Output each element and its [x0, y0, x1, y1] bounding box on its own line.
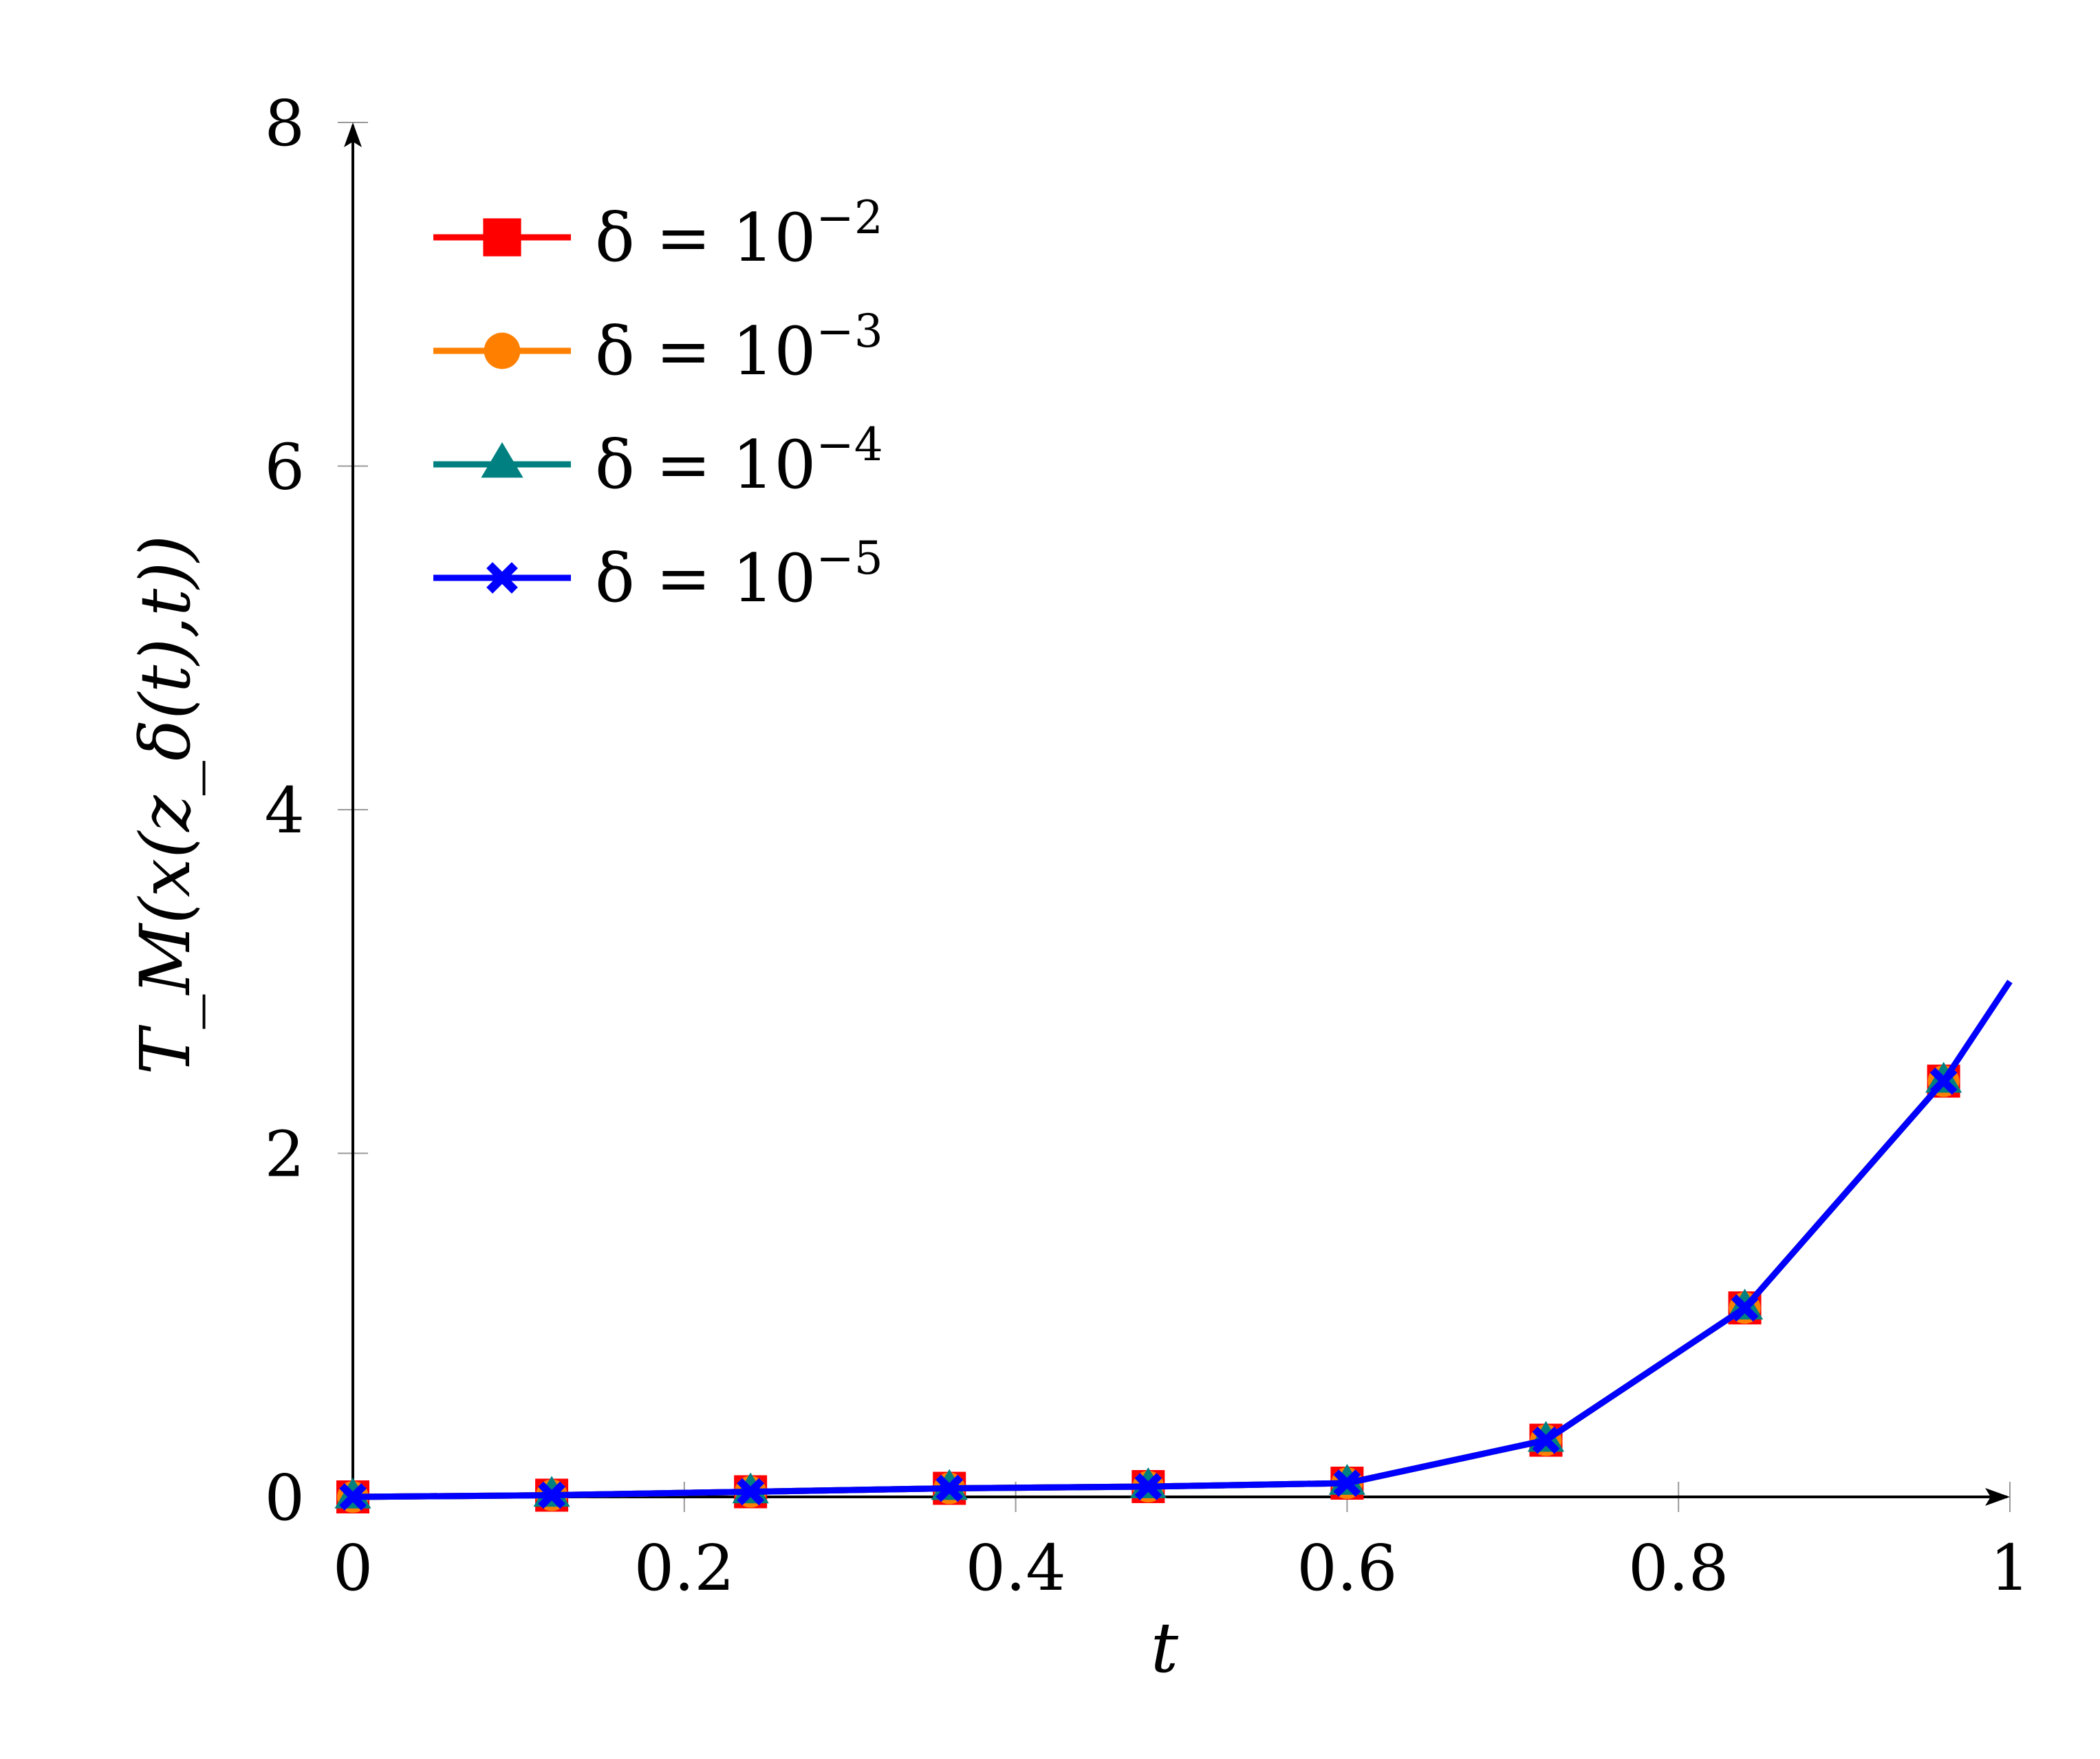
x-marker	[935, 1474, 964, 1502]
x-tick-label: 0	[333, 1531, 374, 1605]
legend-label: δ = 10−3	[595, 305, 883, 390]
x-tick-label: 0.2	[634, 1531, 735, 1605]
y-tick-label: 2	[264, 1118, 305, 1191]
series-line	[352, 1079, 1947, 1500]
y-tick-label: 4	[264, 774, 305, 848]
legend-label: δ = 10−5	[595, 532, 883, 617]
x-marker	[737, 1478, 765, 1506]
series-line	[352, 1079, 1947, 1500]
x-tick-label: 1	[1990, 1531, 2031, 1605]
svg-text:T_M(x(z_δ(t),t)): T_M(x(z_δ(t),t))	[125, 535, 206, 1075]
x-marker	[1333, 1469, 1361, 1497]
x-axis-arrowhead	[1985, 1488, 2010, 1506]
legend-item: δ = 10−4	[433, 418, 883, 504]
legend-item: δ = 10−3	[433, 305, 883, 390]
square-marker	[483, 218, 521, 257]
legend-item: δ = 10−2	[433, 191, 883, 277]
legend: δ = 10−2 δ = 10−3 δ = 10−4 δ = 10−5	[433, 191, 883, 617]
series-4	[339, 980, 2013, 1511]
y-tick-label: 6	[264, 431, 305, 504]
legend-label: δ = 10−2	[595, 191, 883, 277]
series-line	[352, 980, 2013, 1500]
y-axis-label-text: T_M(x(z_δ(t),t))	[125, 535, 206, 1075]
x-tick-label: 0.6	[1297, 1531, 1397, 1605]
legend-label: δ = 10−4	[595, 418, 883, 504]
x-marker	[1134, 1473, 1162, 1500]
y-axis-arrowhead	[344, 122, 362, 147]
tick-labels: 0 0.2 0.4 0.6 0.8 1 0 2 4 6 8	[264, 87, 2030, 1605]
series-2	[337, 1065, 1960, 1513]
x-marker	[339, 1483, 367, 1511]
series-line	[352, 1079, 1947, 1500]
x-marker	[538, 1481, 565, 1509]
x-marker	[1731, 1294, 1759, 1322]
series-3	[334, 1061, 1962, 1509]
legend-item: δ = 10−5	[433, 532, 883, 617]
y-tick-label: 0	[264, 1461, 305, 1535]
y-axis-label: T_M(x(z_δ(t),t))	[125, 535, 206, 1075]
series-layer	[334, 980, 2013, 1513]
circle-marker	[484, 332, 521, 369]
triangle-marker	[481, 442, 523, 478]
x-axis-label: t	[1151, 1608, 1179, 1688]
series-1	[336, 1064, 1960, 1513]
y-tick-label: 8	[264, 87, 305, 160]
x-marker	[1929, 1067, 1958, 1095]
x-tick-label: 0.4	[965, 1531, 1065, 1605]
x-marker	[486, 562, 518, 594]
x-marker	[1532, 1426, 1560, 1454]
x-tick-label: 0.8	[1628, 1531, 1729, 1605]
